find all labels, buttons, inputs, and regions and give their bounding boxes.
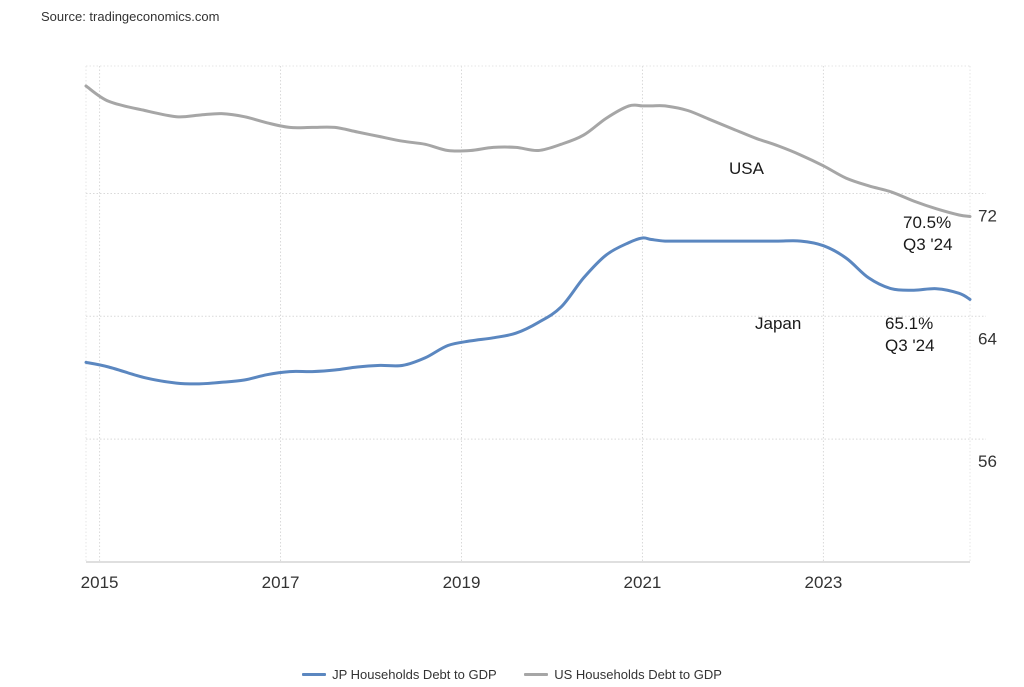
usa-callout-date: Q3 '24 [903, 235, 953, 254]
japan-callout-value: 65.1% [885, 314, 933, 333]
x-tick-label: 2019 [443, 573, 481, 592]
usa-callout-value: 70.5% [903, 213, 951, 232]
us-series-line [84, 84, 972, 218]
japan-callout-name: Japan [755, 314, 801, 333]
legend-swatch-jp [302, 673, 327, 676]
x-tick-label: 2015 [81, 573, 119, 592]
y-tick-label: 56 [978, 452, 997, 471]
jp-series-line [84, 236, 972, 386]
japan-callout-date: Q3 '24 [885, 336, 935, 355]
x-tick-label: 2017 [262, 573, 300, 592]
legend: JP Households Debt to GDP US Households … [0, 664, 1024, 682]
usa-callout-name: USA [729, 159, 765, 178]
source-credit: Source: tradingeconomics.com [41, 9, 220, 24]
legend-label-us: US Households Debt to GDP [554, 667, 722, 682]
legend-item-jp[interactable]: JP Households Debt to GDP [302, 667, 497, 682]
legend-item-us[interactable]: US Households Debt to GDP [524, 667, 722, 682]
x-tick-label: 2021 [624, 573, 662, 592]
legend-label-jp: JP Households Debt to GDP [332, 667, 497, 682]
y-tick-label: 72 [978, 206, 997, 225]
legend-swatch-us [524, 673, 549, 676]
x-tick-label: 2023 [805, 573, 843, 592]
y-tick-label: 64 [978, 329, 997, 348]
